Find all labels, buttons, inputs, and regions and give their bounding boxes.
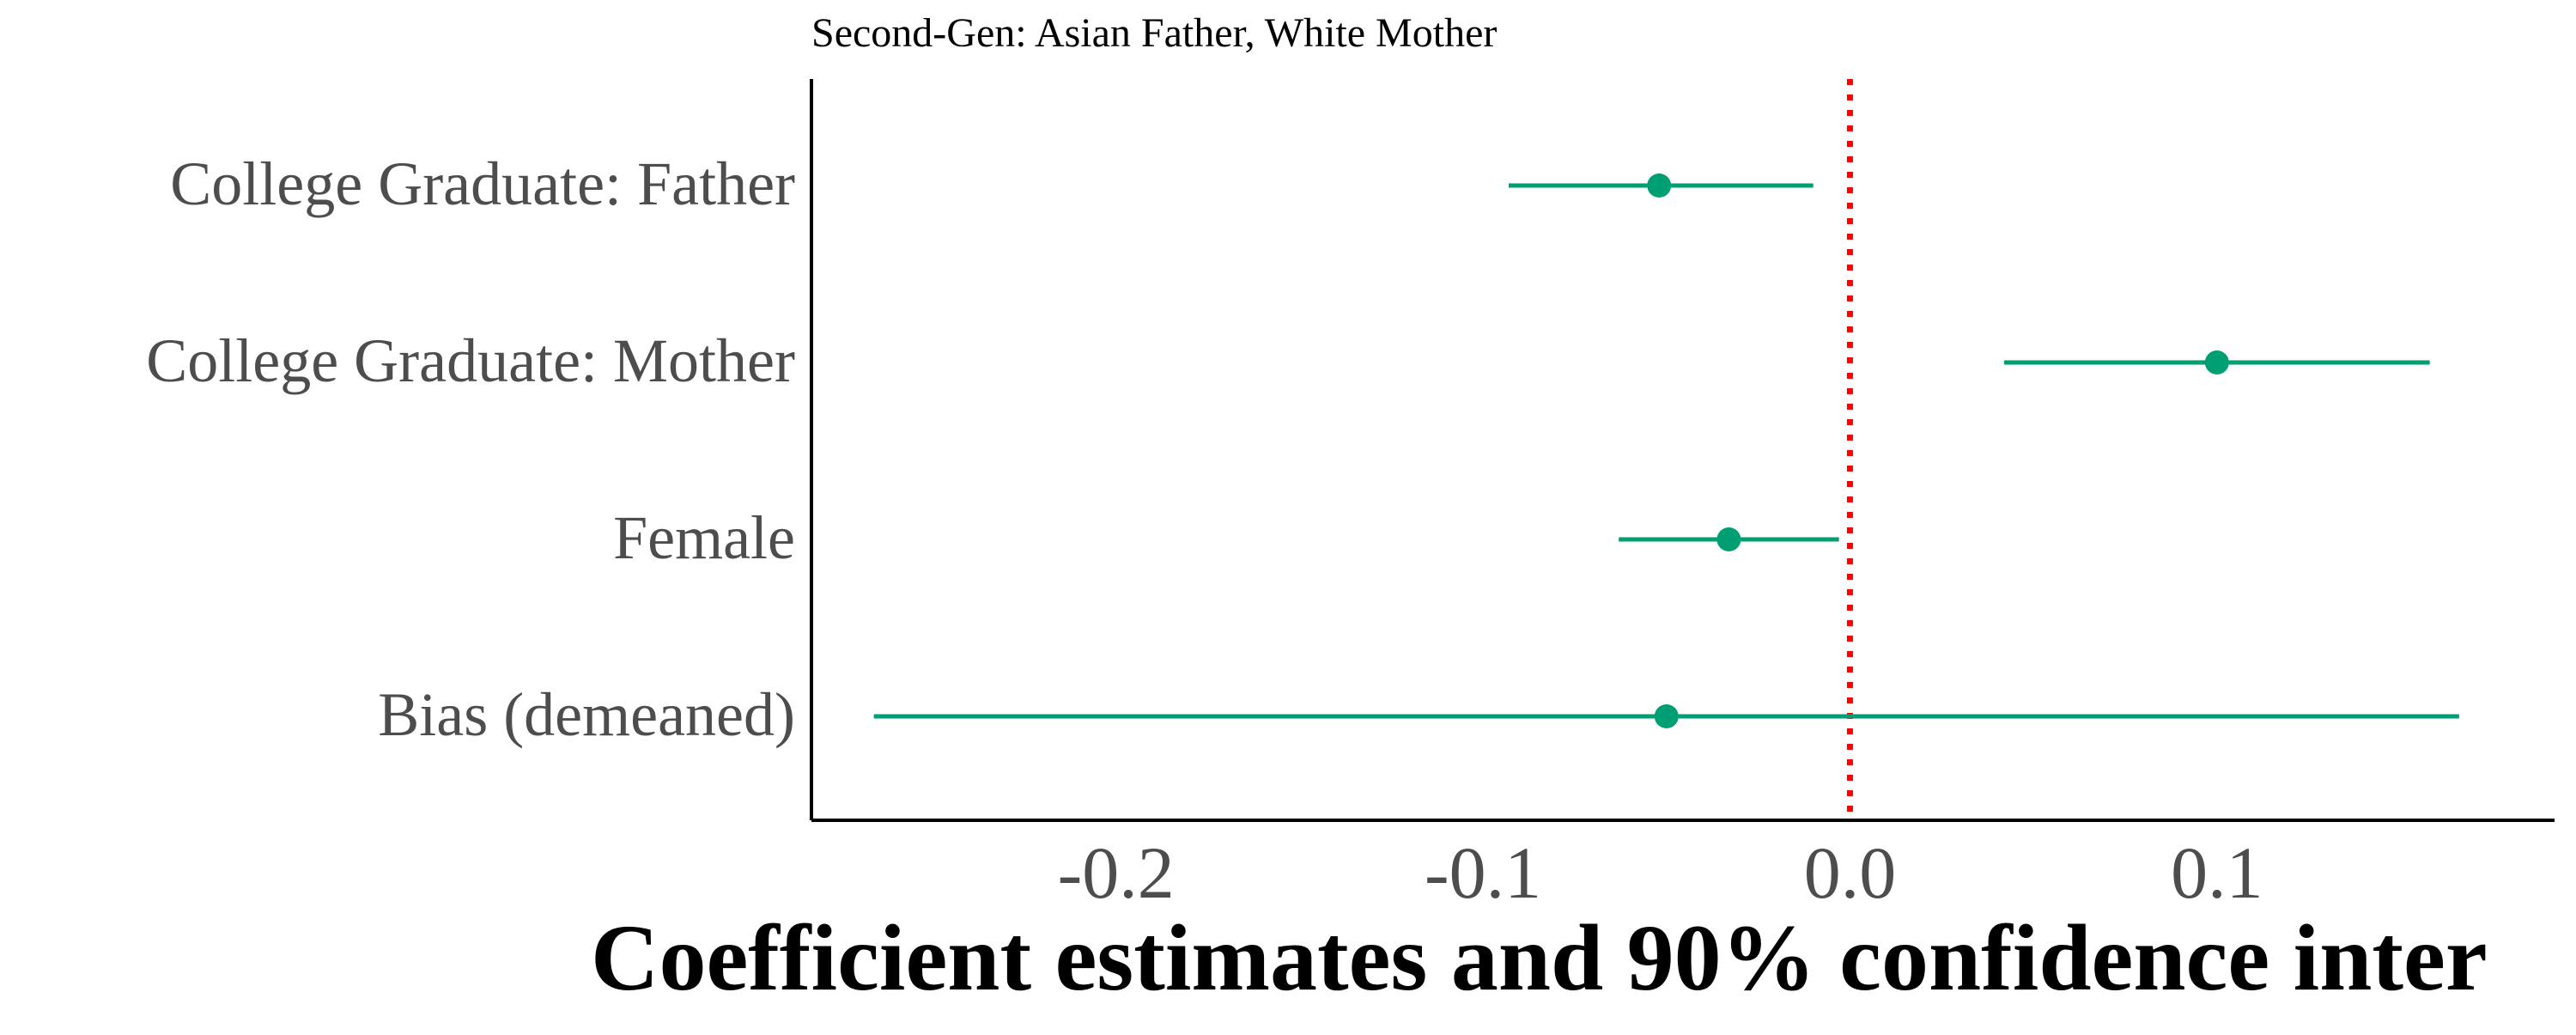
y-category-label: College Graduate: Father: [170, 149, 795, 218]
chart-subtitle: Second-Gen: Asian Father, White Mother: [811, 10, 1497, 56]
x-axis-label: Coefficient estimates and 90% confidence…: [591, 905, 2488, 1010]
y-category-label: Bias (demeaned): [378, 680, 795, 749]
x-tick-label: -0.1: [1425, 831, 1541, 914]
plot-area: -0.2 -0.1 0.0 0.1 College Graduate: Father Co…: [146, 79, 2555, 914]
y-category-label: Female: [613, 503, 795, 572]
point-estimate: [2204, 350, 2229, 374]
x-tick-label: -0.2: [1058, 831, 1175, 914]
point-estimate: [1647, 174, 1672, 198]
point-estimate: [1716, 527, 1741, 551]
x-tick-label: 0.1: [2171, 831, 2263, 914]
y-category-label: College Graduate: Mother: [146, 326, 795, 395]
x-tick-label: 0.0: [1804, 831, 1897, 914]
point-estimate: [1654, 704, 1679, 728]
